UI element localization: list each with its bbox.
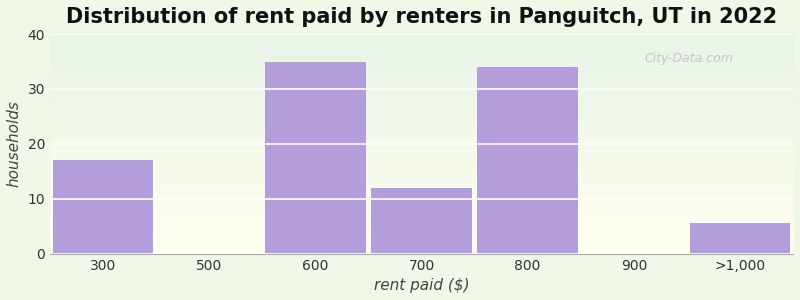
Bar [690, 224, 790, 254]
Title: Distribution of rent paid by renters in Panguitch, UT in 2022: Distribution of rent paid by renters in … [66, 7, 777, 27]
X-axis label: rent paid ($): rent paid ($) [374, 278, 470, 293]
Bar [478, 67, 578, 254]
Y-axis label: households: households [7, 100, 22, 187]
Text: City-Data.com: City-Data.com [645, 52, 734, 64]
Bar [265, 61, 366, 254]
Bar [53, 160, 154, 254]
Bar [371, 188, 472, 254]
